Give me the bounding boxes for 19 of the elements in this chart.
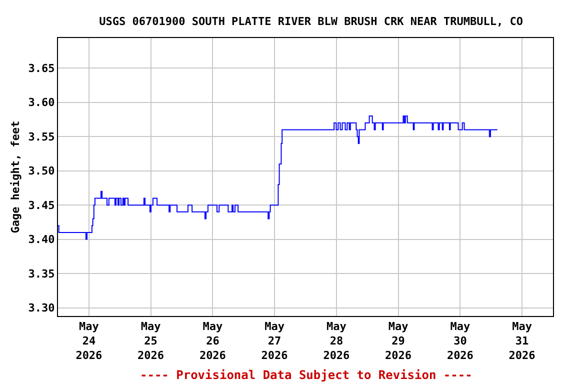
y-axis-title: Gage height, feet (8, 120, 22, 234)
x-tick-label: May 25 2026 (138, 320, 164, 362)
y-tick-label: 3.40 (28, 233, 55, 246)
x-tick-label: May 24 2026 (76, 320, 103, 362)
y-tick-label: 3.50 (28, 164, 55, 178)
y-tick-label: 3.30 (28, 302, 55, 315)
y-tick-label: 3.35 (28, 267, 55, 280)
x-tick-label: May 28 2026 (323, 320, 350, 362)
y-tick-label: 3.55 (28, 130, 55, 144)
x-tick-label: May 26 2026 (199, 320, 226, 362)
x-tick-label: May 29 2026 (385, 320, 412, 362)
y-tick-label: 3.65 (28, 62, 55, 75)
y-tick-label: 3.60 (28, 96, 55, 110)
x-tick-label: May 27 2026 (261, 320, 288, 362)
text: ---- Provisional Data Subject to Revision ---- (140, 368, 472, 382)
x-tick-label: May 30 2026 (446, 320, 474, 362)
chart-title: USGS 06701900 SOUTH PLATTE RIVER BLW BRUSH CRK NEAR TRUMBULL, CO (99, 14, 524, 28)
y-tick-label: 3.45 (28, 198, 55, 212)
x-tick-label: May 31 2026 (508, 320, 536, 362)
